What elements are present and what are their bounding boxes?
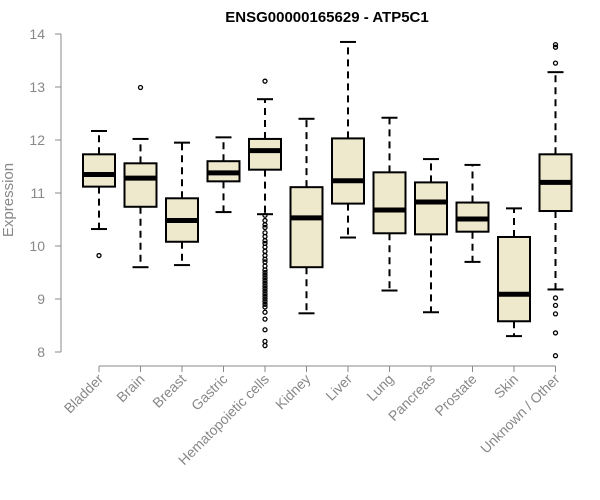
- outlier-point: [262, 212, 268, 218]
- x-category-label: Brain: [113, 371, 147, 405]
- outlier-point: [262, 298, 268, 305]
- x-category-label: Breast: [149, 371, 189, 411]
- outlier-point: [262, 217, 268, 224]
- outlier-point: [262, 267, 268, 273]
- box-iqr: [372, 171, 407, 235]
- outlier-point: [262, 304, 268, 310]
- boxes-layer: [82, 40, 573, 359]
- box-group: [372, 116, 407, 292]
- x-category-label: Liver: [322, 371, 355, 404]
- y-tick-label: 14: [29, 26, 45, 42]
- y-axis: 8 9 10 11 12 13 14: [29, 26, 62, 360]
- outlier-point: [262, 78, 268, 84]
- outlier-point: [262, 256, 268, 262]
- box-group: [538, 41, 573, 359]
- y-axis-label: Expression: [0, 163, 17, 237]
- x-category-label: Skin: [491, 371, 522, 402]
- box-group: [82, 129, 116, 259]
- outlier-point: [262, 293, 268, 300]
- box-group: [497, 207, 531, 338]
- box-group: [331, 40, 365, 239]
- box-iqr: [248, 137, 282, 171]
- y-tick-label: 13: [29, 79, 45, 95]
- y-tick-label: 9: [37, 291, 45, 307]
- y-tick-label: 11: [30, 185, 45, 201]
- outlier-point: [552, 41, 559, 48]
- outlier-point: [262, 244, 268, 250]
- outlier-point: [262, 316, 268, 322]
- x-category-label: Lung: [363, 371, 396, 404]
- outlier-point: [552, 60, 559, 66]
- outlier-point: [552, 330, 559, 336]
- box-iqr: [497, 235, 531, 323]
- outlier-point: [262, 233, 268, 240]
- box-iqr: [414, 181, 448, 236]
- box-iqr: [82, 153, 116, 188]
- y-tick-label: 8: [37, 344, 45, 360]
- outlier-point: [262, 248, 268, 254]
- x-category-label: Kidney: [272, 371, 314, 413]
- outlier-point: [96, 252, 102, 259]
- outlier-point: [262, 283, 268, 289]
- y-tick-label: 12: [29, 132, 45, 148]
- outlier-point: [262, 222, 268, 228]
- outlier-point: [262, 238, 268, 244]
- outlier-point: [262, 269, 268, 276]
- outlier-point: [262, 327, 268, 333]
- outlier-point: [262, 338, 268, 345]
- outlier-point: [262, 275, 268, 281]
- outlier-point: [552, 311, 559, 317]
- outlier-point: [262, 277, 268, 284]
- outlier-point: [262, 285, 268, 292]
- outlier-point: [552, 353, 559, 359]
- x-category-label: Unknown / Other: [477, 371, 563, 457]
- outlier-point: [552, 302, 559, 309]
- chart-title: ENSG00000165629 - ATP5C1: [225, 9, 428, 26]
- outlier-point: [262, 309, 268, 315]
- outlier-point: [262, 296, 268, 302]
- outlier-point: [262, 342, 268, 349]
- x-category-label: Prostate: [431, 371, 479, 419]
- box-group: [455, 163, 490, 263]
- outlier-point: [552, 295, 559, 301]
- outlier-point: [262, 280, 268, 286]
- outlier-point: [262, 301, 268, 307]
- outlier-point: [262, 224, 268, 231]
- box-group: [289, 117, 324, 315]
- box-group: [248, 78, 282, 349]
- box-group: [123, 84, 158, 269]
- x-category-label: Bladder: [61, 371, 107, 417]
- outlier-point: [262, 288, 268, 294]
- outlier-point: [552, 44, 559, 50]
- outlier-point: [262, 291, 268, 297]
- box-group: [414, 158, 448, 314]
- box-iqr: [123, 162, 158, 208]
- box-iqr: [289, 186, 324, 269]
- box-iqr: [331, 137, 365, 205]
- box-group: [206, 136, 241, 214]
- box-group: [165, 141, 199, 267]
- y-tick-label: 10: [29, 238, 45, 254]
- outlier-point: [137, 84, 144, 91]
- outlier-point: [262, 272, 268, 278]
